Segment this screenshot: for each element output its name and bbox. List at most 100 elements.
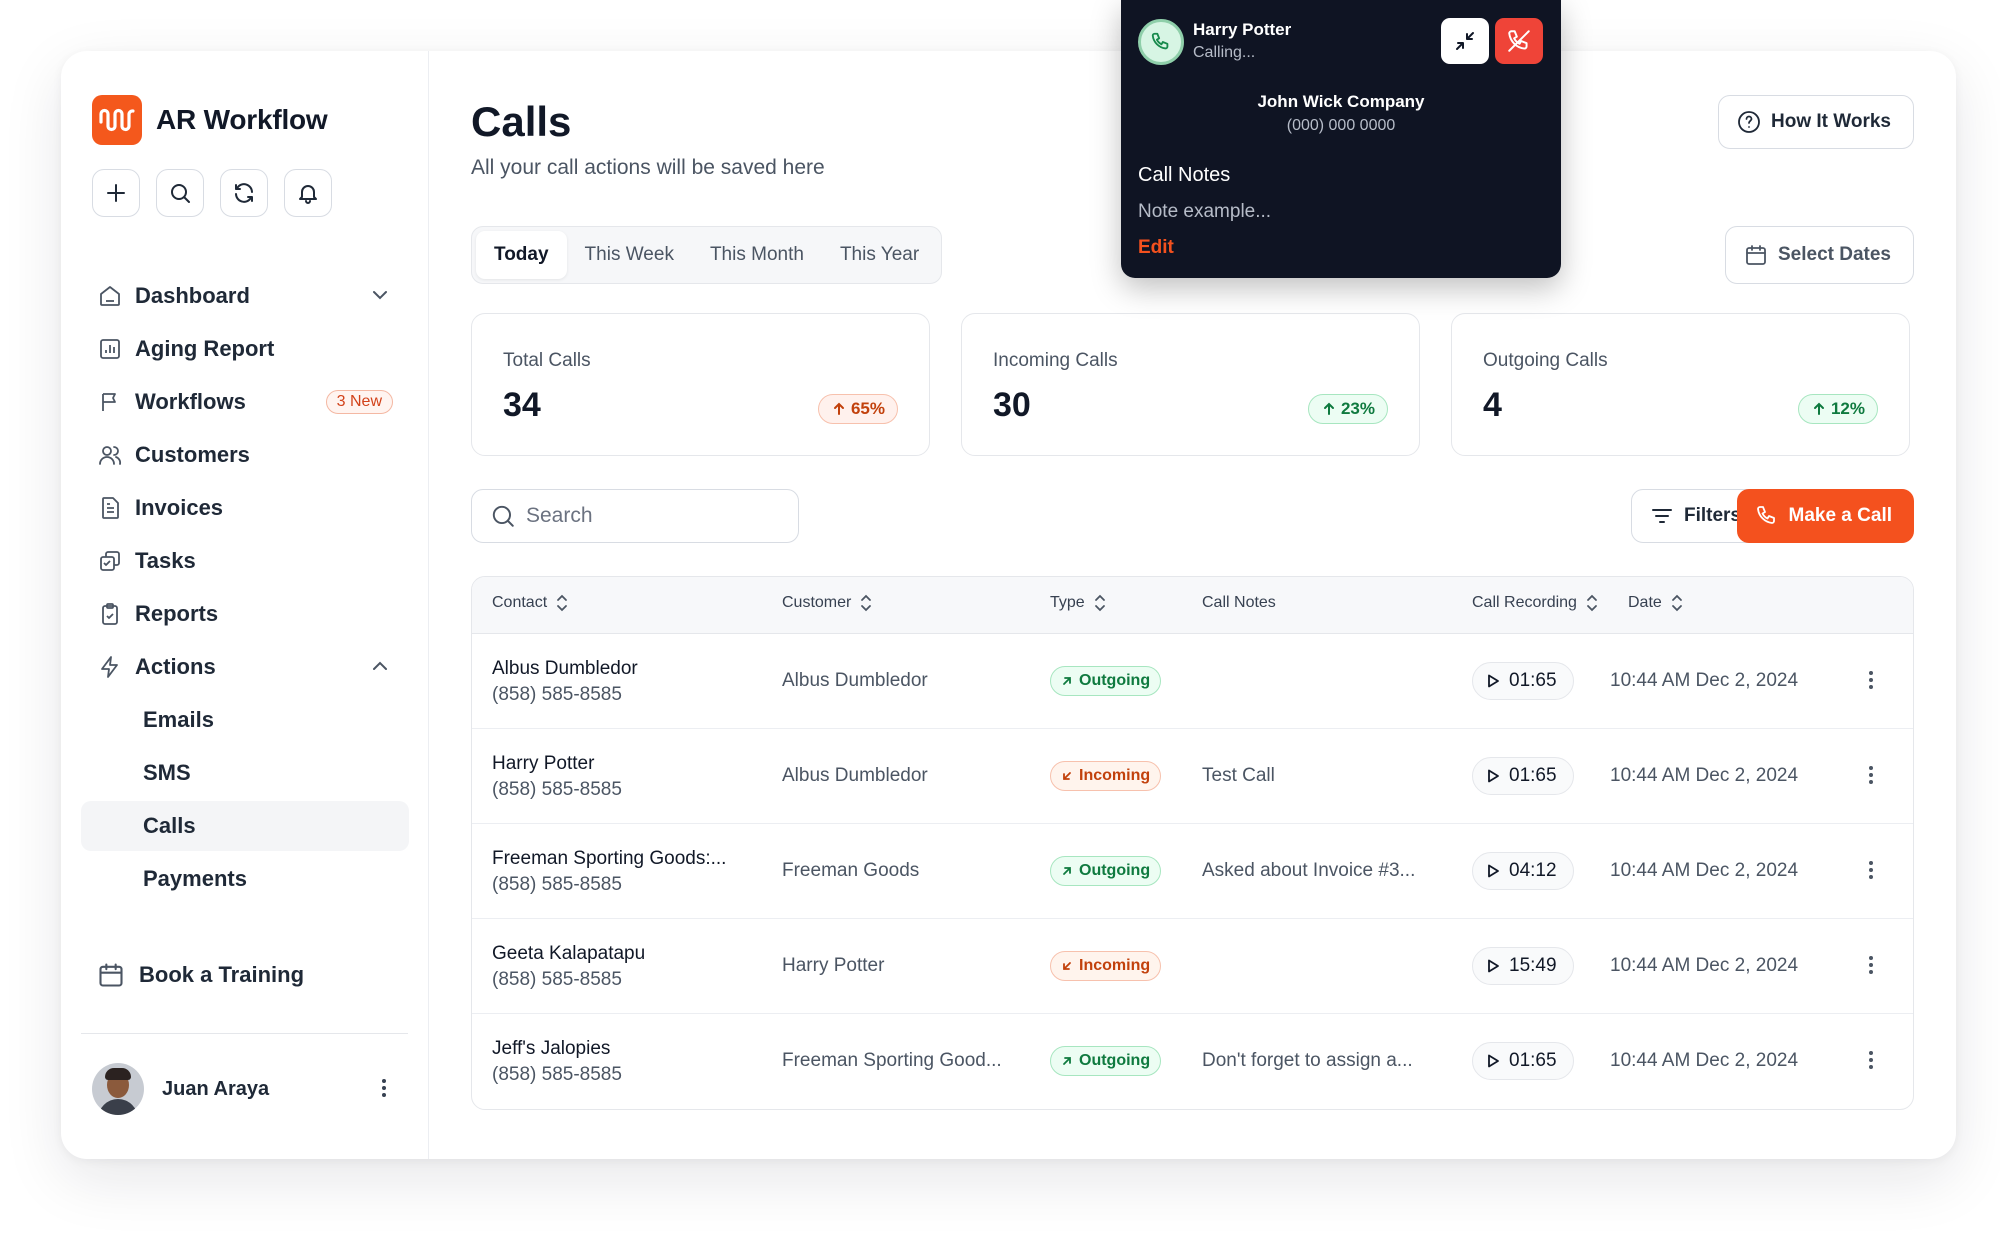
sidebar-item-sms[interactable]: SMS xyxy=(81,748,409,798)
sidebar-item-actions[interactable]: Actions xyxy=(81,642,409,692)
select-dates-button[interactable]: Select Dates xyxy=(1724,226,1914,284)
column-header-type[interactable]: Type xyxy=(1050,594,1107,612)
column-header-date[interactable]: Date xyxy=(1628,594,1684,612)
column-header-recording[interactable]: Call Recording xyxy=(1472,594,1599,612)
chevron-up-icon[interactable] xyxy=(369,655,391,682)
search-box xyxy=(471,489,799,543)
sidebar-item-invoices[interactable]: Invoices xyxy=(81,483,409,533)
arrow-up-right-icon xyxy=(1063,867,1071,875)
how-it-works-label: How It Works xyxy=(1771,111,1891,132)
sidebar-item-payments[interactable]: Payments xyxy=(81,854,409,904)
contact-name: Geeta Kalapatapu xyxy=(492,943,646,964)
play-recording-button[interactable]: 04:12 xyxy=(1472,852,1574,890)
user-name: Juan Araya xyxy=(162,1077,270,1100)
sidebar-divider xyxy=(81,1033,408,1034)
date-cell: 10:44 AM Dec 2, 2024 xyxy=(1610,1050,1799,1071)
sort-icon xyxy=(1587,594,1597,612)
book-training-link[interactable]: Book a Training xyxy=(97,961,304,989)
type-badge: Outgoing xyxy=(1050,1046,1162,1076)
arrow-up-icon xyxy=(833,402,844,415)
table-header: Contact Customer Type Call Notes Call Re… xyxy=(472,577,1913,634)
sidebar-item-label: Reports xyxy=(135,601,219,626)
end-call-button[interactable] xyxy=(1495,18,1543,64)
search-input[interactable] xyxy=(526,504,766,528)
more-vertical-icon[interactable] xyxy=(1859,763,1883,792)
quick-actions xyxy=(92,169,332,217)
arrow-up-right-icon xyxy=(1063,677,1071,685)
app-logo[interactable]: AR Workflow xyxy=(92,95,328,145)
more-vertical-icon[interactable] xyxy=(1859,953,1883,982)
calls-table: Contact Customer Type Call Notes Call Re… xyxy=(471,576,1914,1110)
contact-name: Albus Dumbledor xyxy=(492,658,638,679)
sidebar-item-label: Dashboard xyxy=(135,283,250,308)
clipboard-icon xyxy=(97,601,123,627)
column-header-contact[interactable]: Contact xyxy=(492,594,569,612)
sort-icon xyxy=(861,594,872,612)
play-icon xyxy=(1488,959,1499,973)
table-row[interactable]: Jeff's Jalopies (858) 585-8585 Freeman S… xyxy=(472,1014,1913,1109)
filter-icon xyxy=(1651,509,1672,523)
stat-card-incoming: Incoming Calls 30 23% xyxy=(961,313,1420,456)
type-label: Incoming xyxy=(1079,767,1151,784)
stat-change-value: 65% xyxy=(850,399,885,418)
refresh-button[interactable] xyxy=(220,169,268,217)
chevron-down-icon[interactable] xyxy=(369,284,391,311)
play-recording-button[interactable]: 15:49 xyxy=(1472,947,1574,985)
sidebar-item-label: Invoices xyxy=(135,495,224,520)
help-circle-icon xyxy=(1738,111,1760,133)
user-profile[interactable]: Juan Araya xyxy=(92,1063,402,1115)
date-cell: 10:44 AM Dec 2, 2024 xyxy=(1610,670,1799,691)
sidebar-item-customers[interactable]: Customers xyxy=(81,430,409,480)
stat-label: Outgoing Calls xyxy=(1483,350,1608,371)
sidebar-item-workflows[interactable]: Workflows 3 New xyxy=(81,377,409,427)
notes-cell: Don't forget to assign a... xyxy=(1202,1050,1413,1071)
edit-notes-link[interactable]: Edit xyxy=(1138,237,1174,258)
call-note-text: Note example... xyxy=(1138,201,1272,222)
filters-label: Filters xyxy=(1683,505,1741,526)
stat-card-total: Total Calls 34 65% xyxy=(471,313,930,456)
sidebar-item-reports[interactable]: Reports xyxy=(81,589,409,639)
sidebar-item-aging-report[interactable]: Aging Report xyxy=(81,324,409,374)
call-company: John Wick Company xyxy=(1257,92,1425,111)
column-header-customer[interactable]: Customer xyxy=(782,594,873,612)
play-recording-button[interactable]: 01:65 xyxy=(1472,662,1574,700)
tab-this-month[interactable]: This Month xyxy=(709,244,804,265)
sidebar-item-tasks[interactable]: Tasks xyxy=(81,536,409,586)
contact-name: Jeff's Jalopies xyxy=(492,1038,611,1059)
stat-value: 30 xyxy=(993,386,1031,424)
contact-phone: (858) 585-8585 xyxy=(492,1064,622,1085)
sidebar-item-label: Tasks xyxy=(135,548,196,573)
more-vertical-icon[interactable] xyxy=(1859,858,1883,887)
stats-row: Total Calls 34 65% Incoming Calls 30 23%… xyxy=(471,313,1910,456)
how-it-works-button[interactable]: How It Works xyxy=(1718,95,1914,149)
sidebar-item-emails[interactable]: Emails xyxy=(81,695,409,745)
app-name: AR Workflow xyxy=(156,104,328,135)
play-recording-button[interactable]: 01:65 xyxy=(1472,1042,1574,1080)
table-row[interactable]: Harry Potter (858) 585-8585 Albus Dumble… xyxy=(472,729,1913,824)
tab-this-week[interactable]: This Week xyxy=(584,244,674,265)
table-row[interactable]: Geeta Kalapatapu (858) 585-8585 Harry Po… xyxy=(472,919,1913,1014)
period-tabs: Today This Week This Month This Year xyxy=(471,226,943,284)
play-recording-button[interactable]: 01:65 xyxy=(1472,757,1574,795)
minimize-call-button[interactable] xyxy=(1441,18,1489,64)
notifications-button[interactable] xyxy=(284,169,332,217)
sidebar-item-calls[interactable]: Calls xyxy=(81,801,409,851)
sidebar-item-dashboard[interactable]: Dashboard xyxy=(81,271,409,321)
page-title: Calls xyxy=(471,98,572,145)
table-row[interactable]: Albus Dumbledor (858) 585-8585 Albus Dum… xyxy=(472,634,1913,729)
search-button[interactable] xyxy=(156,169,204,217)
more-vertical-icon[interactable] xyxy=(372,1076,396,1105)
minimize-icon xyxy=(1456,32,1474,50)
more-vertical-icon[interactable] xyxy=(1859,668,1883,697)
add-button[interactable] xyxy=(92,169,140,217)
sidebar-item-label: Aging Report xyxy=(135,336,275,361)
tab-today[interactable]: Today xyxy=(476,231,567,279)
table-row[interactable]: Freeman Sporting Goods:... (858) 585-858… xyxy=(472,824,1913,919)
column-label: Type xyxy=(1050,594,1085,611)
make-call-button[interactable]: Make a Call xyxy=(1736,489,1914,543)
chart-icon xyxy=(97,336,123,362)
contact-phone: (858) 585-8585 xyxy=(492,969,622,990)
tab-this-year[interactable]: This Year xyxy=(839,244,920,265)
arrow-up-icon xyxy=(1813,402,1824,415)
more-vertical-icon[interactable] xyxy=(1859,1048,1883,1077)
